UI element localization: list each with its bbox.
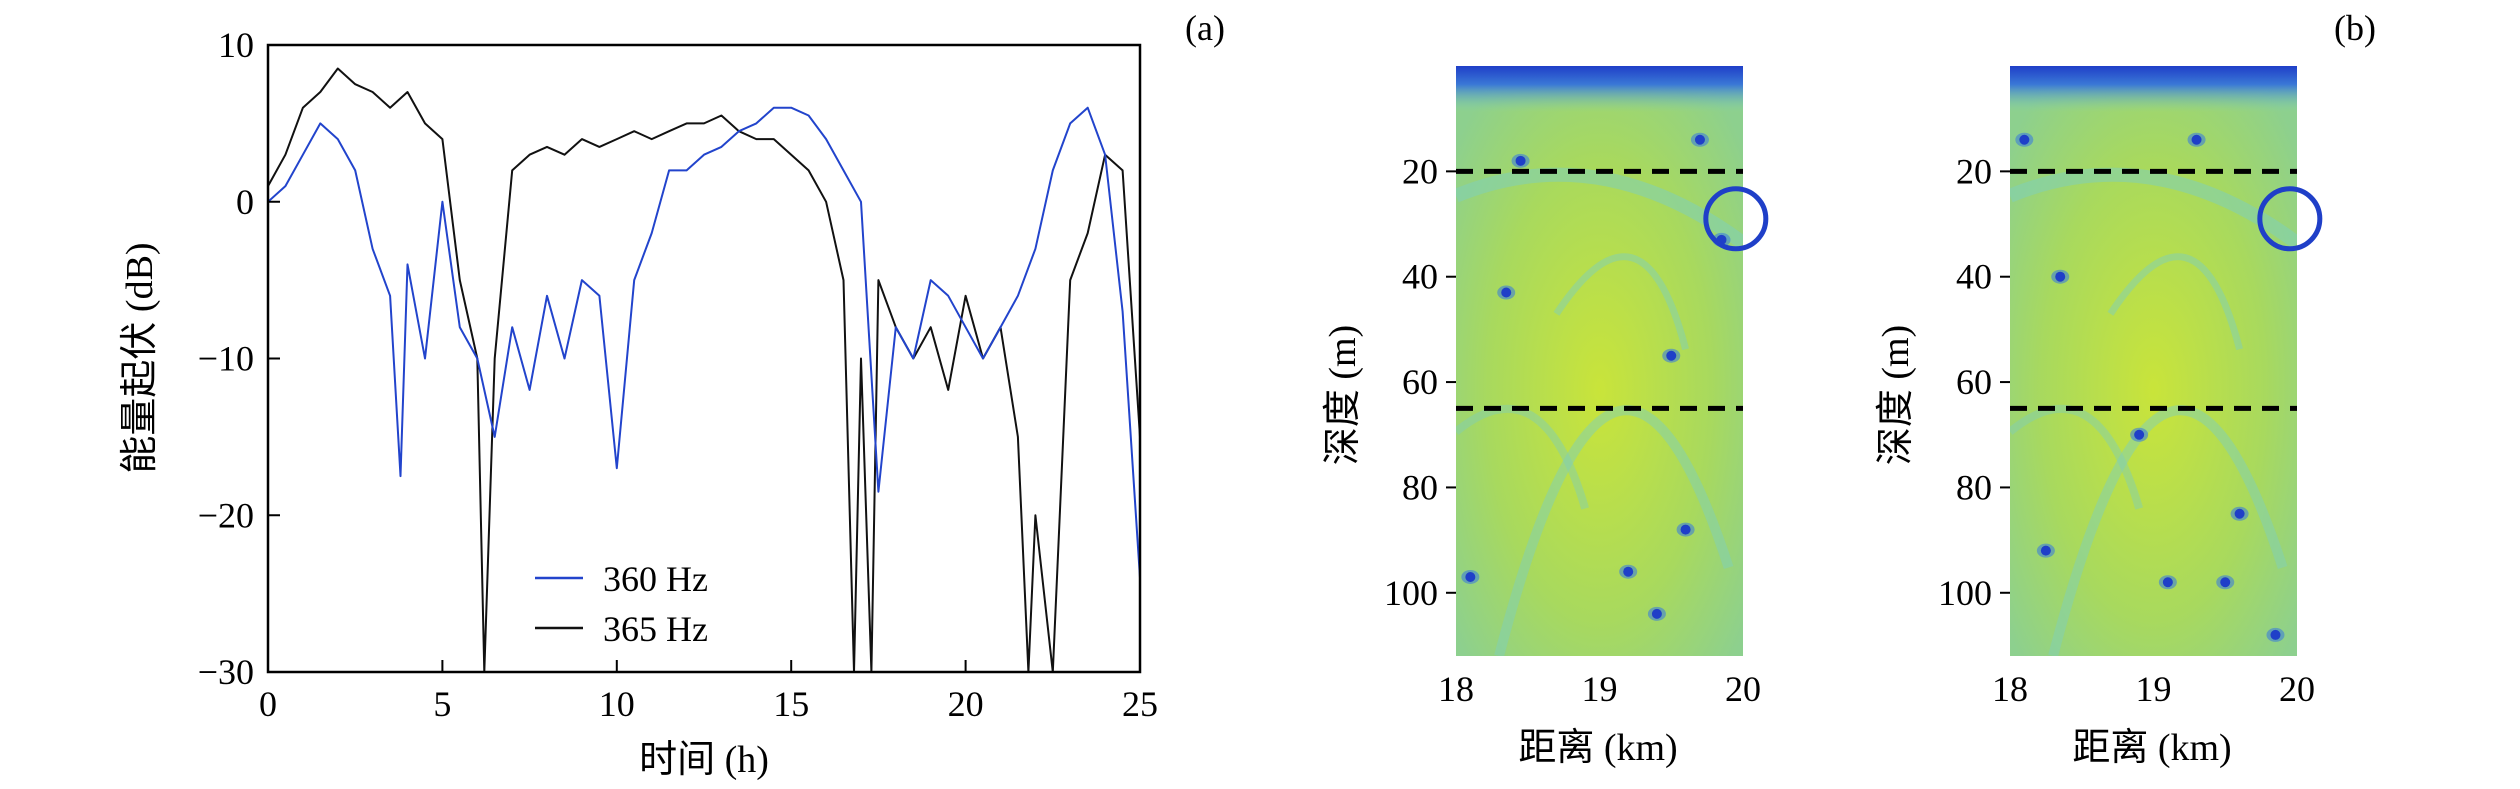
interference-band	[2010, 404, 2143, 510]
null-spot	[2162, 577, 2173, 588]
legend: 360 Hz 365 Hz	[535, 559, 708, 649]
field-background	[1456, 66, 1743, 656]
null-spot	[1623, 566, 1634, 577]
null-spot	[2019, 134, 2030, 145]
null-spot	[2234, 508, 2245, 519]
x-axis-title: 距离 (km)	[2072, 727, 2231, 769]
highlight-circle	[1703, 186, 1769, 252]
null-spot	[1465, 571, 1476, 582]
x-tick-label: 20	[948, 684, 984, 724]
interference-band	[1553, 253, 1689, 351]
surface-band	[1456, 66, 1743, 112]
x-axis-title: 距离 (km)	[1518, 727, 1677, 769]
y-tick-label: 10	[218, 25, 254, 65]
x-tick-label: 19	[2136, 669, 2172, 709]
x-axis-title: 时间 (h)	[639, 739, 769, 781]
y-tick-label: 80	[1402, 467, 1438, 507]
series-line-360	[268, 106, 1140, 578]
x-tick-label: 18	[1992, 669, 2028, 709]
y-tick-label: −10	[198, 339, 254, 379]
axis-ticks: 0 5 10 15 20 25 10 0 −10 −20 −30	[198, 25, 1158, 724]
legend-label-360: 360 Hz	[603, 559, 708, 599]
x-tick-label: 25	[1122, 684, 1158, 724]
field-layer	[2010, 66, 2297, 656]
null-spot	[1680, 524, 1691, 535]
series-clip-group	[268, 67, 1140, 672]
heatmap-panel-right: 18 19 20 20 40 60 80 100 距离 (km) 深度 (m) (b)	[1875, 8, 2376, 769]
legend-label-365: 365 Hz	[603, 609, 708, 649]
field-background	[2010, 66, 2297, 656]
x-tick-label: 19	[1582, 669, 1618, 709]
x-tick-label: 10	[599, 684, 635, 724]
y-tick-label: −20	[198, 495, 254, 535]
line-series-group	[268, 67, 1140, 672]
field-image	[1456, 66, 1769, 656]
x-tick-label: 15	[773, 684, 809, 724]
interference-band	[2107, 253, 2243, 351]
y-axis-title: 能量起伏 (dB)	[119, 242, 161, 473]
y-tick-label: 60	[1956, 362, 1992, 402]
null-spot	[2270, 629, 2281, 640]
panel-label-a: (a)	[1185, 8, 1225, 48]
y-tick-label: 100	[1938, 573, 1992, 613]
axis-ticks: 18 19 20 20 40 60 80 100	[1384, 151, 1761, 709]
y-axis-title: 深度 (m)	[1875, 325, 1917, 465]
null-spot	[1501, 287, 1512, 298]
y-tick-label: 20	[1402, 151, 1438, 191]
null-spot	[2040, 545, 2051, 556]
surface-band	[2010, 66, 2297, 112]
null-spot	[1666, 350, 1677, 361]
x-tick-label: 20	[1725, 669, 1761, 709]
heatmap-panel-left: 18 19 20 20 40 60 80 100 距离 (km) 深度 (m)	[1322, 66, 1769, 769]
null-spot	[2220, 577, 2231, 588]
x-tick-label: 20	[2279, 669, 2315, 709]
x-tick-label: 18	[1438, 669, 1474, 709]
null-spot	[2134, 429, 2145, 440]
x-tick-label: 5	[433, 684, 451, 724]
axis-ticks: 18 19 20 20 40 60 80 100	[1938, 151, 2315, 709]
interference-band	[1456, 404, 1589, 510]
y-tick-label: 40	[1956, 257, 1992, 297]
null-spot	[2055, 271, 2066, 282]
null-spot	[1694, 134, 1705, 145]
y-tick-label: 80	[1956, 467, 1992, 507]
y-tick-label: 100	[1384, 573, 1438, 613]
y-tick-label: 60	[1402, 362, 1438, 402]
x-tick-label: 0	[259, 684, 277, 724]
y-tick-label: 40	[1402, 257, 1438, 297]
null-spot	[2191, 134, 2202, 145]
y-tick-label: 20	[1956, 151, 1992, 191]
null-spot	[1651, 608, 1662, 619]
panel-label-b: (b)	[2334, 8, 2376, 48]
interference-band	[1494, 405, 1734, 656]
y-tick-label: 0	[236, 182, 254, 222]
null-spot	[1515, 155, 1526, 166]
field-image	[2010, 66, 2323, 656]
y-tick-label: −30	[198, 652, 254, 692]
interference-band	[2048, 405, 2288, 656]
y-axis-title: 深度 (m)	[1322, 325, 1364, 465]
field-layer	[1456, 66, 1743, 656]
highlight-circle	[2257, 186, 2323, 252]
